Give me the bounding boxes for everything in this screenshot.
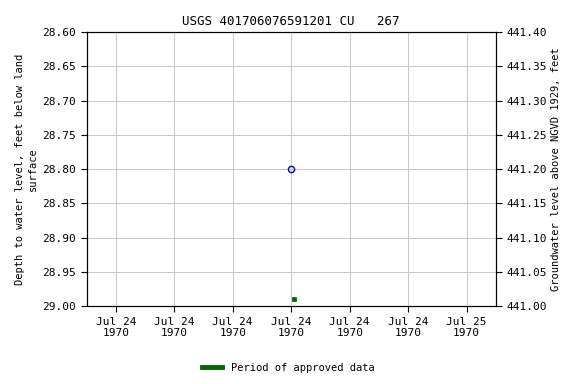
Y-axis label: Groundwater level above NGVD 1929, feet: Groundwater level above NGVD 1929, feet: [551, 47, 561, 291]
Title: USGS 401706076591201 CU   267: USGS 401706076591201 CU 267: [183, 15, 400, 28]
Y-axis label: Depth to water level, feet below land
surface: Depth to water level, feet below land su…: [15, 53, 38, 285]
Legend: Period of approved data: Period of approved data: [198, 359, 378, 377]
